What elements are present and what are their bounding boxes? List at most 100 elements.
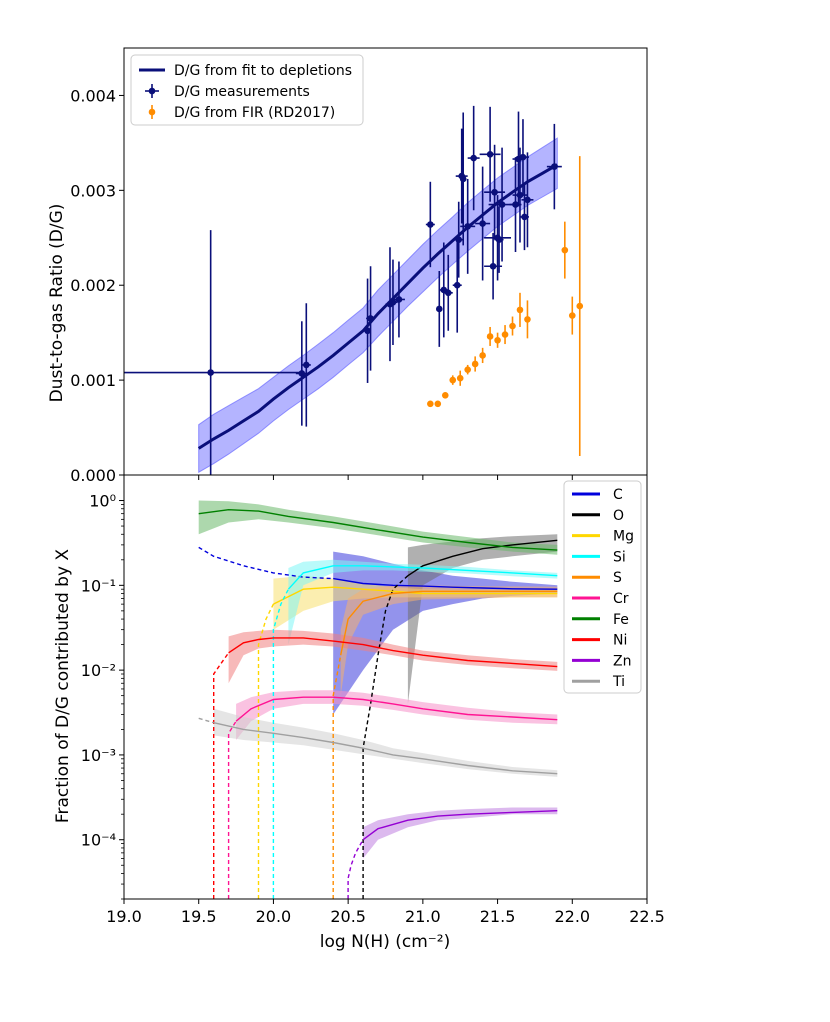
measurement-marker [453, 281, 461, 289]
measurement-point [392, 261, 405, 338]
fir-point [449, 375, 457, 385]
fir-marker [509, 322, 516, 330]
series-band [198, 500, 558, 555]
measurement-marker [524, 196, 531, 204]
x-tick-label: 22.0 [554, 907, 590, 926]
bottom-legend-label: Si [613, 549, 626, 565]
bottom-y-tick-label: 10⁻³ [81, 746, 116, 765]
fir-point [471, 356, 479, 372]
fir-point [576, 156, 584, 457]
measurement-point [494, 206, 504, 273]
x-tick-label: 20.5 [330, 907, 366, 926]
bottom-legend: CO Mg Si S Cr Fe Ni Zn Ti [563, 480, 642, 694]
series-cr [236, 690, 558, 740]
bottom-legend-label: O [613, 508, 624, 524]
top-legend-label: D/G measurements [174, 84, 310, 100]
bottom-axes-box [123, 474, 648, 900]
series-lines-zn [347, 810, 558, 899]
series-s [340, 585, 558, 696]
series-line [333, 577, 558, 590]
bottom-legend-entry: Si [572, 549, 626, 565]
fir-marker [449, 376, 457, 384]
fir-point [479, 347, 486, 364]
series-lines-fe [198, 508, 558, 551]
series-band [273, 575, 558, 630]
series-band [407, 534, 558, 704]
series-mg [273, 575, 558, 630]
bottom-legend-label: Fe [613, 612, 629, 628]
measurement-point [479, 106, 501, 202]
series-line [228, 637, 558, 668]
measurement-marker [435, 305, 443, 313]
series-dashed-line [257, 603, 275, 899]
legend-marker-swatch [148, 87, 156, 95]
measurement-marker [470, 154, 477, 162]
fir-point [516, 292, 524, 327]
series-lines-c [198, 546, 558, 590]
fir-marker [516, 306, 524, 314]
series-lines-si [272, 565, 558, 899]
measurement-marker [207, 369, 214, 376]
series-band [288, 559, 558, 645]
top-legend-entry: D/G from FIR (RD2017) [148, 105, 335, 121]
fir-marker [456, 374, 464, 382]
series-lines-s [332, 590, 558, 899]
series-line [273, 586, 558, 605]
measurement-point [521, 152, 534, 248]
top-y-tick-label: 0.001 [70, 371, 116, 390]
top-legend-entry: D/G measurements [145, 84, 310, 100]
bottom-legend-entry: C [572, 487, 623, 503]
bottom-y-tick-label: 10⁻² [81, 661, 116, 680]
top-legend-frame [130, 54, 364, 126]
fir-point [427, 400, 434, 408]
fir-point [524, 300, 531, 339]
fir-point [494, 332, 501, 348]
bottom-legend-entry: Fe [572, 612, 629, 628]
legend-marker-swatch [148, 108, 156, 116]
fir-marker [441, 391, 449, 399]
x-tick-label: 22.5 [629, 907, 665, 926]
measurement-marker [521, 213, 528, 221]
series-line [213, 722, 558, 775]
fir-point [501, 325, 509, 345]
measurement-marker [486, 150, 494, 158]
bottom-y-tick-label: 10⁰ [89, 492, 116, 511]
measurement-marker [489, 262, 497, 270]
x-tick-label: 21.0 [405, 907, 441, 926]
measurement-point [512, 147, 528, 243]
fir-point [434, 400, 442, 408]
fit-line [197, 163, 559, 450]
fir-point [561, 221, 569, 279]
series-ni [228, 629, 558, 684]
x-tick-label: 19.5 [181, 907, 217, 926]
series-dashed-line [198, 717, 214, 724]
x-tick-label: 20.0 [256, 907, 292, 926]
measurement-point [475, 166, 491, 281]
measurement-marker [519, 153, 527, 161]
top-y-tick-label: 0.002 [70, 276, 116, 295]
x-tick-label: 21.5 [480, 907, 516, 926]
bottom-legend-label: Ti [612, 674, 625, 690]
bottom-legend-label: Ni [613, 633, 627, 649]
series-dashed-line [332, 655, 342, 899]
measurement-marker [444, 289, 452, 297]
series-line [235, 696, 558, 722]
bottom-legend-entry: S [572, 570, 622, 586]
top-axes-frame: 0.000 0.001 0.002 0.003 0.004 [70, 47, 648, 485]
bottom-legend-entry: Ti [572, 674, 625, 690]
measurement-marker [298, 370, 306, 377]
fir-marker [434, 400, 442, 408]
fir-marker [568, 312, 576, 319]
measurement-marker [516, 191, 524, 199]
fir-point [568, 296, 576, 335]
fir-point [509, 316, 516, 336]
bottom-legend-entry: Zn [572, 653, 631, 669]
series-line [198, 508, 558, 551]
measurement-point [425, 181, 435, 268]
fir-marker [494, 336, 501, 344]
measurement-marker [427, 221, 434, 228]
bottom-legend-entry: Mg [572, 529, 634, 545]
top-y-axis-label: Dust-to-gas Ratio (D/G) [47, 204, 67, 403]
fir-marker [427, 400, 434, 408]
series-dashed-line [227, 720, 237, 899]
